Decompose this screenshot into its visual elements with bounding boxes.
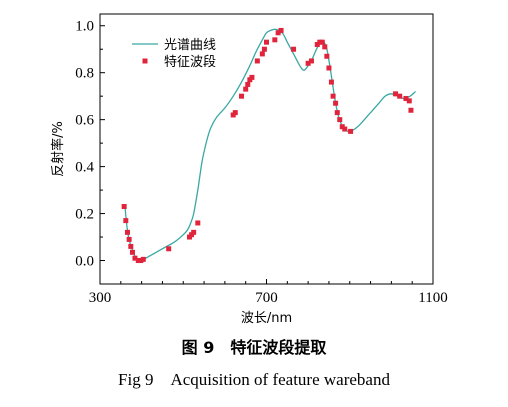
feature-band-point bbox=[128, 243, 134, 249]
feature-band-point bbox=[132, 255, 138, 261]
feature-band-point bbox=[308, 58, 314, 64]
feature-band-point bbox=[403, 96, 409, 102]
feature-band-point bbox=[243, 86, 249, 92]
x-axis: 300 700 1100 bbox=[89, 279, 448, 306]
feature-band-point bbox=[393, 91, 399, 97]
feature-band-point bbox=[261, 46, 267, 52]
feature-band-point bbox=[249, 74, 255, 80]
feature-band-point bbox=[305, 60, 311, 66]
y-tick-label: 0.6 bbox=[75, 113, 94, 129]
feature-band-point bbox=[232, 110, 238, 116]
y-tick-label: 0.4 bbox=[75, 160, 94, 176]
x-tick-label: 1100 bbox=[418, 290, 447, 306]
feature-band-point bbox=[121, 204, 127, 210]
feature-band-point bbox=[397, 93, 403, 99]
feature-band-point bbox=[408, 107, 414, 113]
y-axis: 0.0 0.2 0.4 0.6 0.8 1.0 bbox=[75, 19, 105, 285]
series-layer bbox=[121, 27, 416, 264]
feature-band-point bbox=[126, 236, 132, 242]
feature-band-point bbox=[406, 98, 412, 104]
feature-band-point bbox=[275, 30, 281, 36]
feature-band-point bbox=[278, 27, 284, 33]
y-tick-label: 0.0 bbox=[75, 254, 94, 270]
feature-band-point bbox=[272, 37, 278, 43]
feature-band-point bbox=[166, 246, 172, 252]
feature-band-point bbox=[124, 229, 130, 235]
y-tick-label: 1.0 bbox=[75, 19, 94, 35]
feature-band-point bbox=[326, 65, 332, 71]
feature-band-point bbox=[328, 79, 334, 85]
feature-band-point bbox=[259, 51, 265, 57]
y-tick-label: 0.2 bbox=[75, 207, 94, 223]
feature-band-point bbox=[348, 128, 354, 134]
feature-band-point bbox=[330, 93, 336, 99]
feature-band-point bbox=[319, 39, 325, 45]
feature-band-point bbox=[291, 46, 297, 52]
legend-point-swatch bbox=[142, 58, 148, 64]
figure-caption-en: Fig 9 Acquisition of feature wareband bbox=[118, 370, 390, 389]
x-axis-label: 波长/nm bbox=[241, 311, 292, 326]
feature-band-point bbox=[264, 39, 269, 45]
feature-band-point bbox=[254, 58, 260, 64]
feature-band-point bbox=[333, 100, 339, 106]
feature-band-point bbox=[245, 81, 251, 87]
feature-band-point bbox=[239, 93, 245, 99]
plot-border bbox=[99, 13, 434, 285]
y-axis-label: 反射率/% bbox=[50, 121, 66, 177]
feature-band-point bbox=[191, 229, 197, 235]
feature-band-point bbox=[129, 249, 135, 255]
feature-band-point bbox=[334, 110, 340, 116]
y-tick-label: 0.8 bbox=[75, 66, 94, 82]
legend-label-spectral-curve: 光谱曲线 bbox=[164, 38, 216, 53]
feature-band-point bbox=[324, 53, 330, 59]
legend-label-feature-band: 特征波段 bbox=[164, 55, 216, 70]
feature-band-point bbox=[140, 256, 146, 262]
feature-band-point bbox=[342, 126, 348, 132]
x-tick-label: 700 bbox=[255, 290, 278, 306]
x-tick-label: 300 bbox=[89, 290, 112, 306]
feature-band-point bbox=[123, 218, 129, 224]
figure-caption-cn: 图 9 特征波段提取 bbox=[181, 338, 327, 357]
plot-frame bbox=[99, 13, 434, 285]
feature-band-point bbox=[322, 44, 328, 50]
feature-band-point bbox=[195, 220, 201, 226]
feature-band-point bbox=[337, 117, 343, 123]
